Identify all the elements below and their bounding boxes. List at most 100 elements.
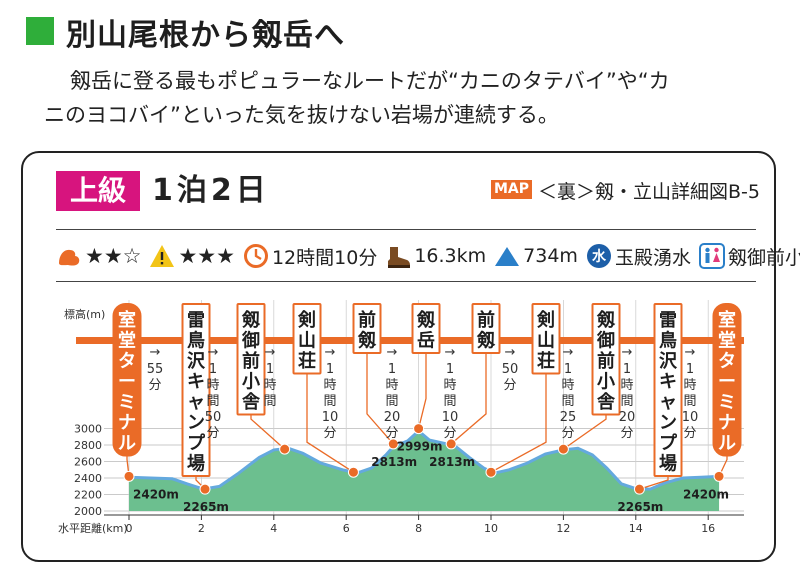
segment-time-token: 間 — [620, 394, 633, 409]
leader-line — [639, 476, 669, 490]
segment-time-token: 20 — [384, 410, 401, 425]
segment-time: → 50分 — [502, 345, 519, 393]
segment-time-token: 分 — [561, 426, 574, 441]
segment-arrow: → — [208, 345, 219, 360]
waypoint-char: 鳥 — [187, 330, 205, 352]
leader-line — [563, 414, 607, 450]
elevation-label: 2420m — [133, 487, 179, 501]
elevation-label: 2813m — [429, 455, 475, 469]
y-axis-title: 標高(m) — [64, 307, 105, 321]
segment-time: → 1時間 — [263, 345, 276, 409]
x-tick-label: 14 — [629, 522, 643, 535]
waypoint-dot — [557, 443, 569, 455]
segment-time-token: 分 — [503, 378, 516, 393]
waypoint-char: プ — [659, 432, 678, 454]
elevation-gain-value: 734m — [523, 245, 578, 267]
waypoint-char: 小 — [242, 372, 260, 393]
segment-time-token: 分 — [323, 426, 336, 441]
waypoint-char: 剣 — [297, 310, 316, 331]
waypoint-box — [471, 303, 501, 354]
waypoint-char: 剱 — [476, 330, 496, 352]
segment-arrow: → — [622, 345, 633, 360]
segment-time-token: 間 — [206, 394, 219, 409]
waypoint-char: 岳 — [417, 331, 435, 352]
waypoint-char: 御 — [241, 330, 260, 352]
x-tick-label: 2 — [198, 522, 205, 535]
segment-arrow: → — [150, 345, 161, 360]
segment-time-token: 1 — [446, 362, 454, 377]
waypoint-char: 剱 — [241, 309, 261, 331]
segment-arrow: → — [265, 345, 276, 360]
stamina-stars: ★★☆ — [85, 244, 142, 268]
elevation-chart: 室堂ターミナル雷鳥沢キャンプ場剱御前小舎剣山荘前剱剱岳前剱剣山荘剱御前小舎雷鳥沢… — [58, 300, 744, 535]
segment-time-token: 時 — [443, 378, 456, 393]
waypoint-char: ャ — [659, 392, 677, 413]
waypoint-dot — [199, 483, 211, 495]
duration-label: 1泊2日 — [152, 173, 270, 208]
segment-arrow: → — [325, 345, 336, 360]
segment-arrow: → — [505, 345, 516, 360]
waypoint-char: ル — [118, 433, 136, 454]
waypoint-dot — [713, 470, 725, 482]
waypoint-box — [411, 303, 441, 354]
waypoint-box — [292, 303, 322, 375]
segment-time-token: 間 — [683, 394, 696, 409]
waypoint-box — [112, 303, 142, 457]
warning-icon — [150, 245, 175, 267]
segment-time-token: 50 — [205, 410, 222, 425]
segment-times: →55分→1時間50分→1時間→1時間10分→1時間20分→1時間10分→50分… — [147, 345, 699, 441]
divider-top — [56, 229, 756, 230]
segment-time-token: 時 — [206, 378, 219, 393]
segment-time-token: 1 — [686, 362, 694, 377]
waypoint-box — [181, 303, 211, 477]
title-marker — [26, 17, 54, 45]
segment-time-token: 分 — [206, 426, 219, 441]
leader-line — [718, 455, 728, 477]
waypoint-dot — [445, 438, 457, 450]
route-band — [76, 337, 744, 344]
waypoint-dot — [413, 423, 425, 435]
segment-time-token: 1 — [266, 362, 274, 377]
elevation-label: 2265m — [617, 500, 663, 514]
elevation-label: 2999m — [397, 440, 443, 454]
waypoint-char: キ — [659, 372, 677, 393]
waypoint-labels: 室堂ターミナル雷鳥沢キャンプ場剱御前小舎剣山荘前剱剱岳前剱剣山荘剱御前小舎雷鳥沢… — [112, 303, 742, 477]
segment-time-token: 25 — [560, 410, 577, 425]
waypoint-char: タ — [718, 351, 736, 372]
segment-time-token: 時 — [385, 378, 398, 393]
waypoint-char: ャ — [187, 392, 205, 413]
waypoint-label: 前剱 — [352, 303, 382, 354]
elevation-label: 2813m — [371, 455, 417, 469]
segment-time-token: 1 — [564, 362, 572, 377]
segment-time-token: 1 — [326, 362, 334, 377]
leader-line — [306, 373, 354, 473]
waypoint-box — [653, 303, 683, 477]
segment-time-token: 間 — [443, 394, 456, 409]
x-tick-label: 0 — [126, 522, 133, 535]
lead-line-2: ニのヨコバイ”といった気を抜けない岩場が連続する。 — [44, 103, 559, 127]
divider-bottom — [56, 281, 756, 282]
x-tick-label: 8 — [415, 522, 422, 535]
segment-time-token: 間 — [561, 394, 574, 409]
waypoint-char: 御 — [596, 330, 615, 352]
leader-line — [490, 373, 547, 473]
waypoint-label: 剣山荘 — [531, 303, 561, 375]
segment-arrow: → — [445, 345, 456, 360]
lead-line-1: 剱岳に登る最もポピュラーなルートだが“カニのタテバイ”や“カ — [70, 69, 670, 93]
x-axis-title: 水平距離(km) — [58, 521, 128, 535]
segment-time-token: 間 — [385, 394, 398, 409]
x-tick-label: 6 — [343, 522, 350, 535]
y-tick-label: 2600 — [74, 456, 102, 469]
waypoint-box — [236, 303, 266, 416]
waypoint-char: 山 — [537, 331, 555, 352]
water-icon: 水 — [586, 244, 611, 268]
distance-value: 16.3km — [414, 245, 487, 267]
